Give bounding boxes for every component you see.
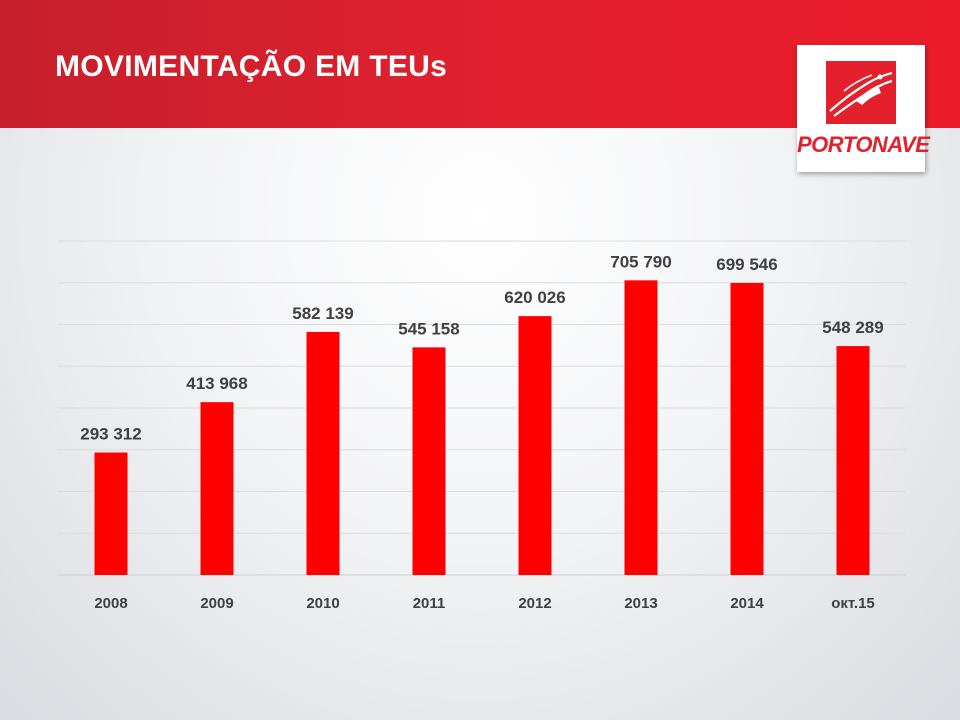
page-title: MOVIMENTAÇÃO EM TEUs [55,50,448,83]
x-tick-label-2008: 2008 [94,595,127,612]
data-label-2013: 705 790 [610,252,671,271]
x-tick-label-2013: 2013 [624,595,657,612]
data-label-2011: 545 158 [398,319,459,338]
data-label-2014: 699 546 [716,255,777,274]
bar-chart: 293 312 2008 413 968 2009 582 139 2010 545 158… [58,240,906,612]
logo-text: PORTONAVE [797,132,930,157]
bar-2011 [412,347,446,575]
data-label-2009: 413 968 [186,374,247,393]
portonave-logo: PORTONAVE [797,45,930,172]
bar-2012 [518,316,552,575]
x-tick-label-2012: 2012 [518,595,551,612]
data-label-окт.15: 548 289 [822,318,883,337]
x-tick-label-окт.15: окт.15 [831,595,875,612]
bar-2009 [200,402,234,575]
data-label-2012: 620 026 [504,288,565,307]
bar-2014 [730,282,764,575]
x-tick-label-2011: 2011 [413,595,446,612]
bar-2013 [624,280,658,575]
x-tick-label-2009: 2009 [200,595,233,612]
data-label-2008: 293 312 [80,425,141,444]
x-tick-label-2010: 2010 [306,595,339,612]
bar-2010 [306,331,340,575]
ship-icon [826,61,896,124]
bar-окт.15 [836,346,870,575]
x-tick-label-2014: 2014 [730,595,764,612]
bar-2008 [94,452,128,575]
data-label-2010: 582 139 [292,304,353,323]
